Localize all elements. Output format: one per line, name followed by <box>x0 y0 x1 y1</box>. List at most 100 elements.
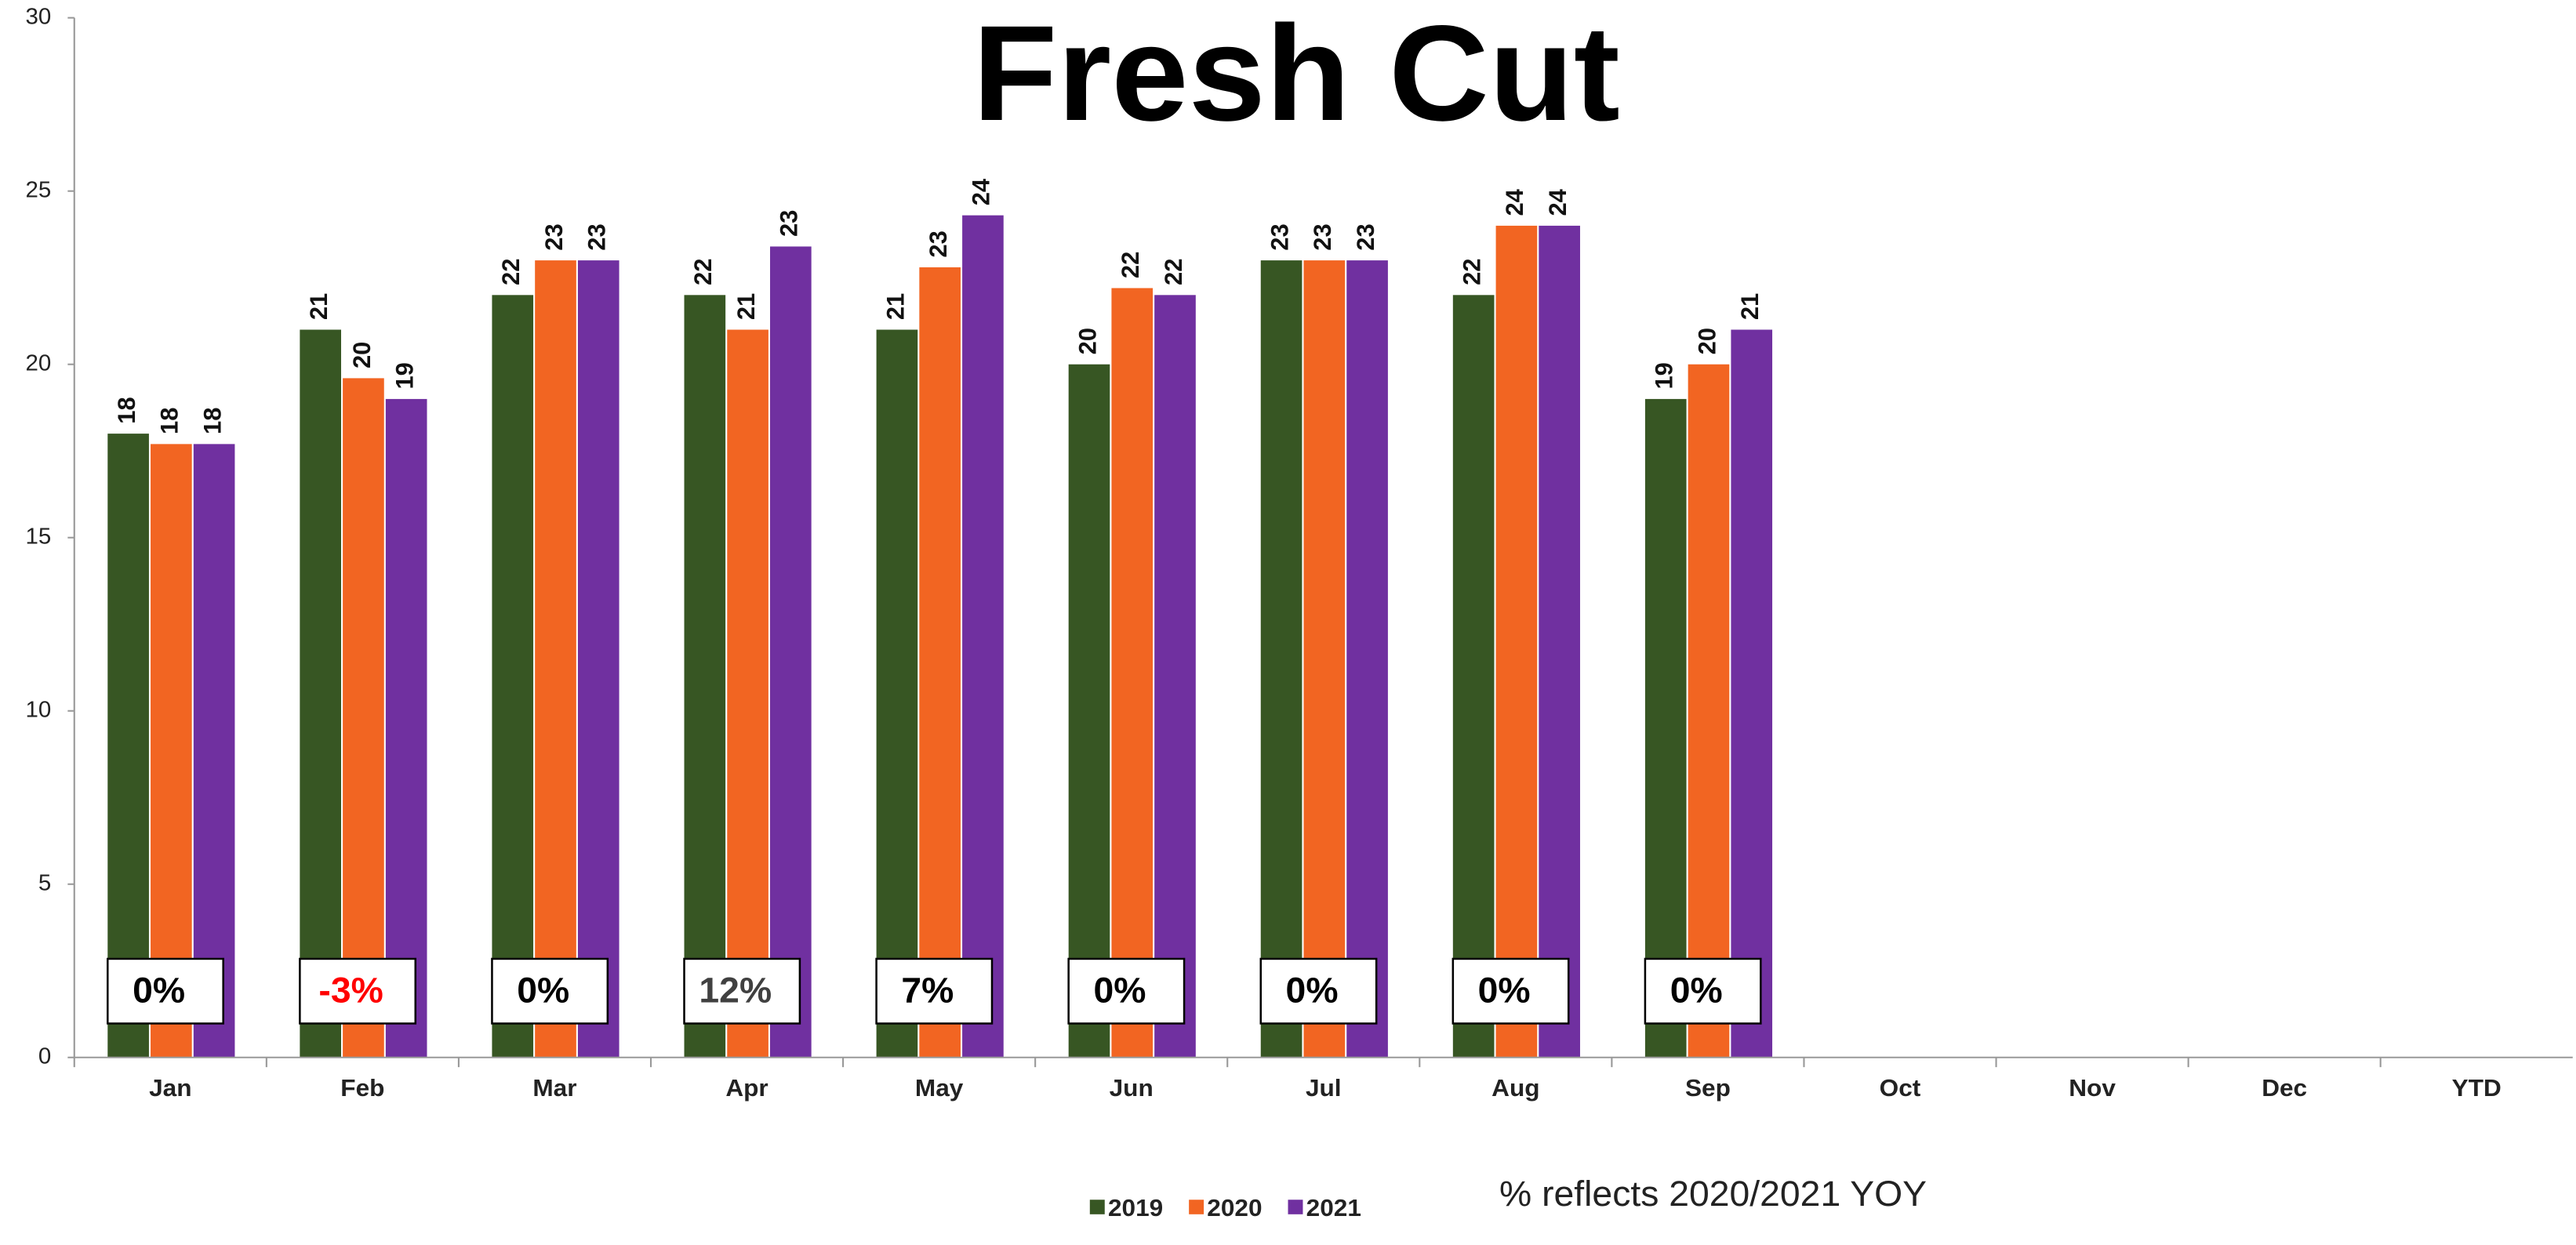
data-label: 23 <box>1352 223 1379 250</box>
bar <box>1644 398 1687 1058</box>
x-tick-label: Nov <box>2069 1074 2116 1102</box>
data-label: 24 <box>967 178 994 205</box>
x-tick-label: Mar <box>532 1074 576 1102</box>
legend-label: 2019 <box>1108 1194 1163 1221</box>
data-label: 22 <box>1117 252 1144 278</box>
x-tick-label: Oct <box>1880 1074 1921 1102</box>
data-label: 21 <box>305 293 332 320</box>
footnote: % reflects 2020/2021 YOY <box>1499 1174 1927 1214</box>
legend-swatch <box>1288 1200 1303 1214</box>
yoy-box <box>1067 957 1186 1025</box>
bar <box>1154 295 1196 1058</box>
yoy-box <box>491 957 609 1025</box>
bar <box>684 295 726 1058</box>
x-tick-label: Jul <box>1306 1074 1342 1102</box>
data-label: 24 <box>1544 189 1571 216</box>
yoy-label: 0% <box>1286 970 1339 1010</box>
bar <box>770 246 812 1058</box>
data-label: 23 <box>1266 223 1293 250</box>
chart-title: Fresh Cut <box>972 0 1619 150</box>
bar <box>300 329 342 1058</box>
bar <box>1495 225 1538 1058</box>
x-tick-label: Apr <box>725 1074 768 1102</box>
data-label: 22 <box>497 259 525 285</box>
yoy-label: 0% <box>1670 970 1723 1010</box>
yoy-box <box>683 957 801 1025</box>
bar <box>343 378 384 1058</box>
bar <box>919 267 961 1058</box>
bar <box>1303 260 1346 1058</box>
legend-swatch <box>1089 1200 1105 1214</box>
x-tick-label: Feb <box>340 1074 384 1102</box>
bar <box>1688 364 1730 1058</box>
bar <box>107 434 149 1058</box>
data-label: 23 <box>583 223 610 250</box>
yoy-box <box>107 957 224 1025</box>
data-label: 23 <box>775 210 802 237</box>
bar <box>385 398 427 1058</box>
data-label: 19 <box>1650 362 1677 389</box>
data-label: 20 <box>1693 328 1720 354</box>
data-label: 23 <box>925 230 952 257</box>
yoy-box <box>299 957 417 1025</box>
bar <box>1539 225 1580 1058</box>
legend-label: 2020 <box>1207 1194 1262 1221</box>
bar <box>1111 288 1154 1058</box>
x-tick-label: Jun <box>1110 1074 1154 1102</box>
bar <box>1452 295 1495 1058</box>
x-tick-label: Sep <box>1685 1074 1731 1102</box>
yoy-label: 0% <box>517 970 569 1010</box>
x-tick-label: Aug <box>1491 1074 1539 1102</box>
bar <box>1346 260 1388 1058</box>
y-tick-label: 5 <box>38 871 51 896</box>
bar <box>1731 329 1773 1058</box>
x-tick-label: YTD <box>2452 1074 2502 1102</box>
yoy-label: 0% <box>133 970 185 1010</box>
bar <box>962 215 1004 1058</box>
x-tick-label: May <box>915 1074 964 1102</box>
data-label: 18 <box>198 408 226 434</box>
data-label: 18 <box>155 408 183 434</box>
yoy-label: 12% <box>699 970 772 1010</box>
data-label: 23 <box>540 223 568 250</box>
yoy-box <box>875 957 994 1025</box>
data-label: 22 <box>1458 259 1485 285</box>
yoy-box <box>1259 957 1378 1025</box>
bar <box>1260 260 1303 1058</box>
y-tick-label: 30 <box>26 5 52 30</box>
y-tick-label: 25 <box>26 178 52 203</box>
data-label: 19 <box>391 362 418 389</box>
y-tick-label: 20 <box>26 351 52 376</box>
bar <box>193 444 235 1058</box>
legend-swatch <box>1189 1200 1204 1214</box>
legend-label: 2021 <box>1306 1194 1361 1221</box>
x-tick-label: Dec <box>2262 1074 2307 1102</box>
bar <box>151 444 192 1058</box>
bar <box>577 260 619 1058</box>
yoy-label: 0% <box>1093 970 1146 1010</box>
x-tick-label: Jan <box>149 1074 191 1102</box>
bar <box>492 295 534 1058</box>
yoy-label: 7% <box>901 970 954 1010</box>
bar <box>876 329 918 1058</box>
data-label: 20 <box>347 342 375 368</box>
y-tick-label: 10 <box>26 698 52 723</box>
bar <box>1068 364 1110 1058</box>
yoy-label: -3% <box>318 970 383 1010</box>
data-label: 20 <box>1074 328 1101 354</box>
data-label: 24 <box>1501 189 1528 216</box>
yoy-box <box>1644 957 1762 1025</box>
bar <box>535 260 576 1058</box>
y-tick-label: 0 <box>38 1044 51 1069</box>
data-label: 21 <box>881 293 909 320</box>
data-label: 21 <box>732 293 760 320</box>
yoy-box <box>1451 957 1570 1025</box>
data-label: 21 <box>1736 293 1764 320</box>
data-label: 22 <box>689 259 717 285</box>
bar <box>727 329 768 1058</box>
data-label: 22 <box>1160 259 1187 285</box>
yoy-label: 0% <box>1478 970 1531 1010</box>
y-tick-label: 15 <box>26 524 52 550</box>
data-label: 18 <box>113 397 140 423</box>
